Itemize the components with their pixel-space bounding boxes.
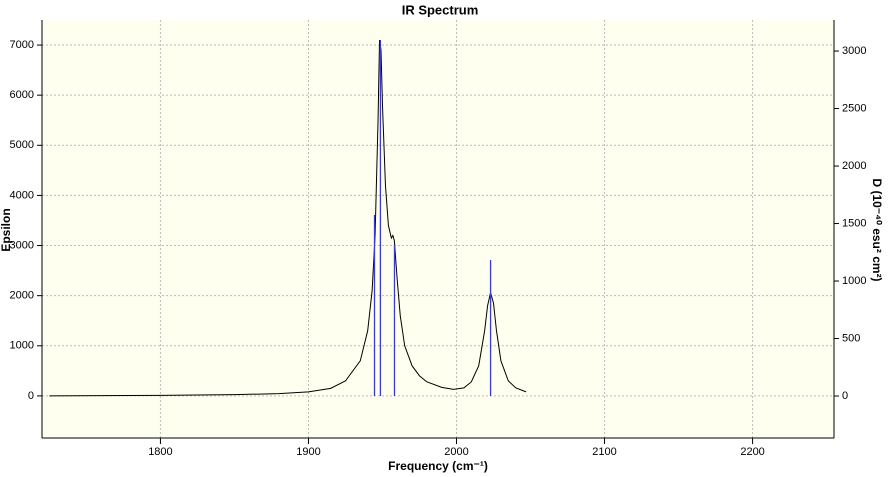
x-tick-label: 2100 [592, 446, 616, 458]
y-tick-label: 2000 [10, 290, 34, 302]
y-tick-label: 0 [28, 390, 34, 402]
spectrum-curve [49, 39, 527, 397]
y2-axis-label: D (10⁻⁴⁰ esu² cm²) [870, 178, 884, 281]
x-axis-label: Frequency (cm⁻¹) [388, 459, 488, 473]
y-axis-label: Epsilon [0, 208, 13, 251]
y2-tick-label: 2500 [842, 102, 866, 114]
y-tick-label: 4000 [10, 189, 34, 201]
chart-title: IR Spectrum [402, 2, 479, 17]
y2-tick-label: 1000 [842, 275, 866, 287]
y2-tick-label: 2000 [842, 160, 866, 172]
x-tick-label: 2000 [444, 446, 468, 458]
plot-area [42, 20, 834, 438]
y-tick-label: 3000 [10, 239, 34, 251]
x-tick-label: 1800 [148, 446, 172, 458]
y-tick-label: 6000 [10, 89, 34, 101]
x-tick-label: 2200 [740, 446, 764, 458]
y-tick-label: 7000 [10, 39, 34, 51]
y2-tick-label: 500 [842, 332, 860, 344]
y-tick-label: 1000 [10, 340, 34, 352]
y2-tick-label: 0 [842, 390, 848, 402]
y2-tick-label: 3000 [842, 45, 866, 57]
y-tick-label: 5000 [10, 139, 34, 151]
x-tick-label: 1900 [296, 446, 320, 458]
y2-tick-label: 1500 [842, 217, 866, 229]
